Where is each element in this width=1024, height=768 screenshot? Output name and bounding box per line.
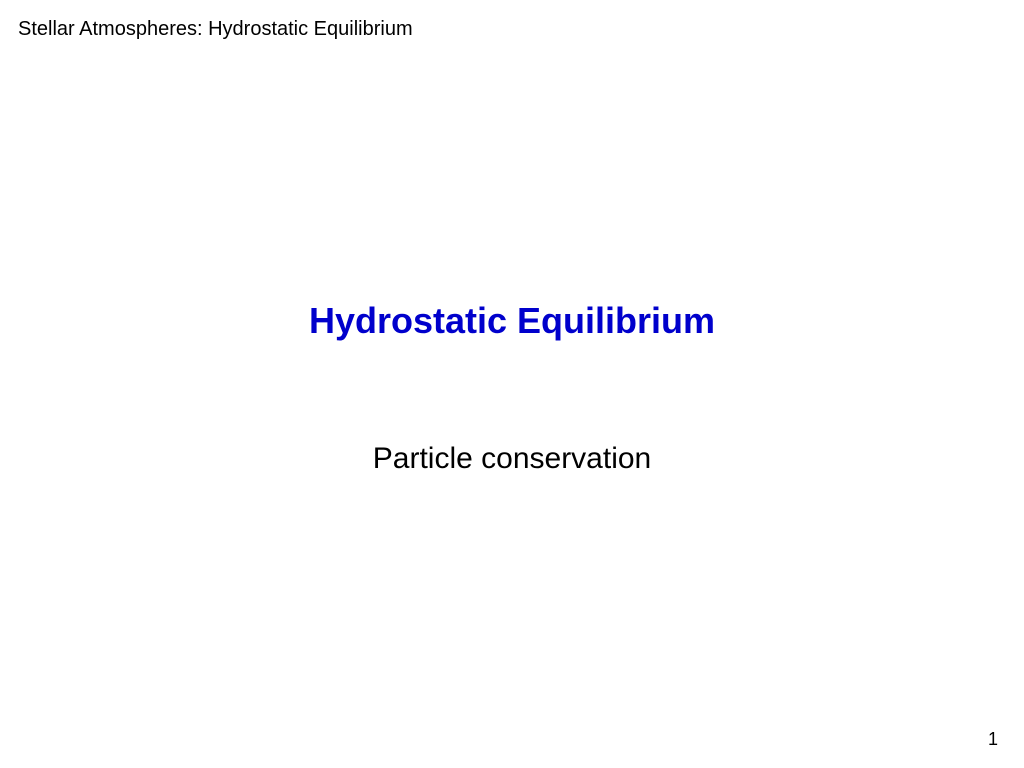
slide-subtitle: Particle conservation <box>0 442 1024 476</box>
slide-title: Hydrostatic Equilibrium <box>0 300 1024 342</box>
slide-header: Stellar Atmospheres: Hydrostatic Equilib… <box>18 18 413 41</box>
page-number: 1 <box>988 729 998 750</box>
